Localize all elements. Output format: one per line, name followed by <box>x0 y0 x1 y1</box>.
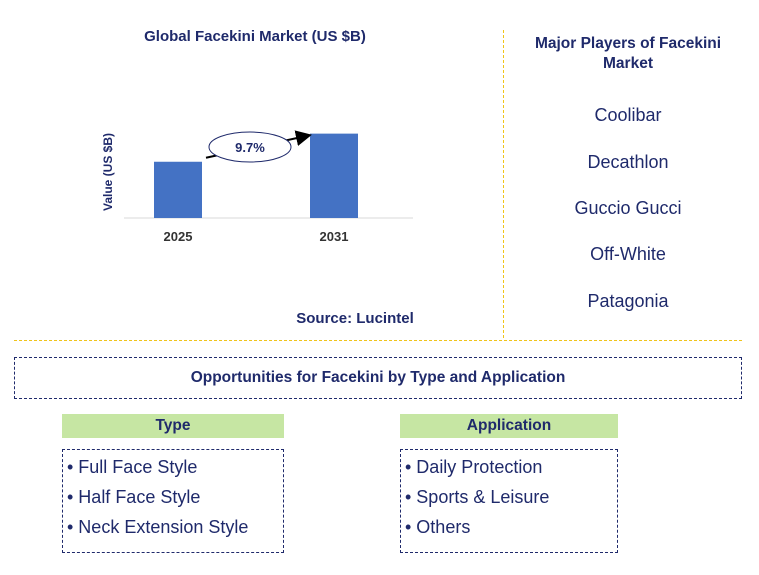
players-title: Major Players of Facekini Market <box>534 35 722 72</box>
bar-2025 <box>154 161 202 218</box>
application-list: • Daily Protection • Sports & Leisure • … <box>400 449 618 553</box>
list-item: • Half Face Style <box>67 487 201 507</box>
list-item: • Neck Extension Style <box>67 517 249 537</box>
player-item: Guccio Gucci <box>574 198 682 218</box>
list-item: • Full Face Style <box>67 457 198 477</box>
player-item: Coolibar <box>594 105 662 125</box>
source-label: Source: Lucintel <box>296 310 414 327</box>
type-header: Type <box>62 414 284 438</box>
bar-2031 <box>310 133 358 218</box>
application-header: Application <box>400 414 618 438</box>
player-item: Off-White <box>590 244 666 264</box>
bar-chart: Value (US $B) 2025 2031 9.7% <box>101 130 413 244</box>
vertical-divider <box>503 30 504 338</box>
x-tick-label: 2025 <box>164 229 193 244</box>
growth-badge <box>208 131 292 163</box>
list-item: • Daily Protection <box>405 457 543 477</box>
list-item: • Sports & Leisure <box>405 487 550 507</box>
opportunities-title: Opportunities for Facekini by Type and A… <box>14 357 742 399</box>
player-item: Decathlon <box>587 152 669 172</box>
y-axis-label: Value (US $B) <box>101 133 115 211</box>
type-list: • Full Face Style • Half Face Style • Ne… <box>62 449 284 553</box>
growth-label: 9.7% <box>235 140 265 155</box>
list-item: • Others <box>405 517 471 537</box>
horizontal-divider <box>14 340 742 341</box>
x-tick-label: 2031 <box>320 229 349 244</box>
player-item: Patagonia <box>587 291 669 311</box>
chart-title: Global Facekini Market (US $B) <box>144 28 366 45</box>
